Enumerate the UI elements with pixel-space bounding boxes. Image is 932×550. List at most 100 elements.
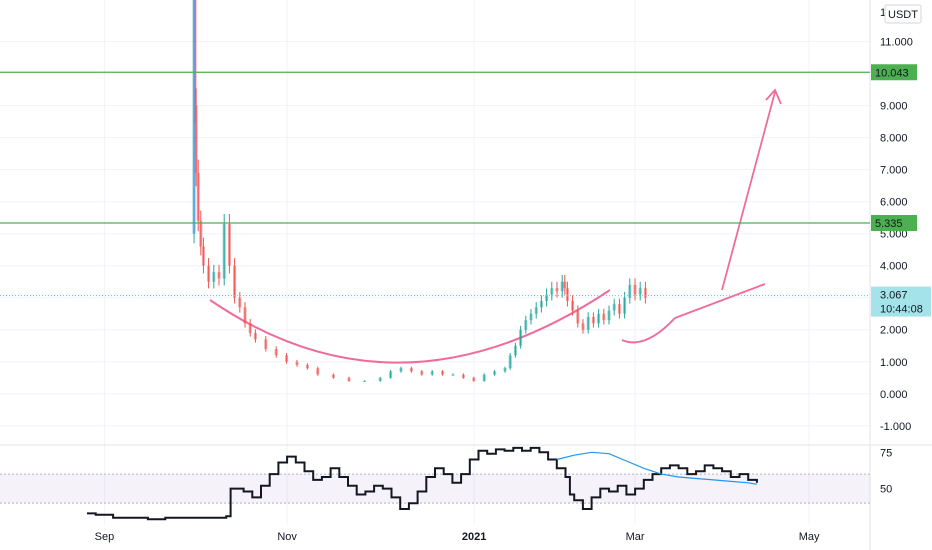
price-tick-label: 6.000 [880, 197, 908, 209]
candle-body [331, 374, 335, 378]
oscillator-signal-line [556, 451, 758, 485]
candlestick-series [192, 0, 647, 382]
candle-body [597, 313, 601, 324]
candle-body [295, 361, 299, 365]
level-tag-label: 10.043 [875, 67, 909, 79]
price-tick-label: 2.000 [880, 325, 908, 337]
trend-line [674, 283, 766, 319]
candle-body [482, 374, 486, 381]
candle-body [238, 297, 242, 308]
candle-body [420, 371, 424, 375]
candle-body [316, 368, 320, 375]
handle-curve [621, 317, 676, 344]
time-tick-label: Mar [626, 531, 645, 543]
time-tick-label: May [799, 531, 820, 543]
candle-body [529, 313, 533, 321]
candle-body [581, 323, 585, 330]
candle-body [233, 265, 237, 298]
countdown-label: 10:44:08 [880, 304, 923, 316]
candle-body [409, 368, 413, 372]
candle-body [576, 310, 580, 324]
candle-body [607, 310, 611, 321]
candle-body [586, 316, 590, 330]
time-tick-label: Nov [277, 531, 297, 543]
candle-body [363, 380, 367, 382]
oscillator-band [0, 473, 870, 504]
last-price-tag [871, 286, 931, 317]
horizontal-levels[interactable] [0, 71, 870, 297]
last-price-label: 3.067 [880, 290, 908, 302]
candle-body [565, 288, 569, 301]
price-tick-label: 4.000 [880, 261, 908, 273]
candle-body [513, 345, 517, 356]
candle-body [430, 371, 434, 375]
candle-body [264, 339, 268, 349]
candle-body [389, 371, 393, 378]
candle-body [612, 304, 616, 311]
candle-body [563, 281, 567, 289]
candle-body [441, 371, 445, 375]
price-tick-label-partial: 1 [880, 7, 886, 19]
currency-label: USDT [888, 9, 918, 21]
currency-button[interactable]: USDT [884, 4, 922, 24]
candle-body [196, 172, 200, 221]
candle-body [451, 374, 455, 376]
candle-body [378, 377, 382, 381]
candle-body [591, 316, 595, 324]
candle-body [193, 0, 197, 106]
level-tag-label: 5.335 [875, 218, 903, 230]
candle-body [493, 371, 497, 375]
candle-body [248, 323, 252, 333]
pattern-drawings [209, 88, 782, 364]
candle-body [201, 246, 205, 266]
candle-body [472, 377, 476, 381]
candle-body [524, 320, 528, 330]
time-tick-label: 2021 [462, 531, 486, 543]
candle-body [508, 355, 512, 369]
level-tag [871, 64, 917, 81]
oscillator-tick-label: 75 [880, 447, 892, 459]
price-tick-label: 9.000 [880, 101, 908, 113]
candle-body [534, 307, 538, 314]
candle-body [638, 288, 642, 295]
candle-body [253, 332, 257, 340]
candle-body [503, 368, 507, 372]
candle-body [222, 224, 226, 279]
level-tag [871, 214, 917, 231]
candle-body [305, 364, 309, 369]
candle-body [347, 377, 351, 381]
price-tick-label: 0.000 [880, 389, 908, 401]
candle-body [199, 220, 203, 247]
candle-body [550, 288, 554, 295]
price-axis: 11.0009.0008.0007.0006.0005.0004.0003.00… [880, 7, 913, 496]
cup-curve [209, 289, 611, 364]
time-axis: Sep Nov 2021 Mar May [95, 531, 820, 543]
price-tick-label: 8.000 [880, 133, 908, 145]
time-tick-label: Sep [95, 531, 115, 543]
currency-button-frame[interactable] [884, 4, 922, 24]
candle-body [571, 300, 575, 311]
candle-body [227, 224, 231, 266]
oscillator-band-fill [0, 474, 870, 504]
candle-body [274, 348, 278, 356]
price-tick-label: 5.000 [880, 229, 908, 241]
candle-body [555, 288, 559, 292]
candle-body [519, 329, 523, 346]
arrow-head [765, 88, 782, 105]
candle-body [217, 272, 221, 279]
candle-body [212, 272, 216, 282]
candle-body [545, 294, 549, 301]
target-arrow [721, 91, 776, 291]
candle-body [560, 281, 564, 292]
candle-body [539, 300, 543, 308]
candle-body [194, 105, 198, 173]
price-tick-label: 1.000 [880, 357, 908, 369]
candle-body [399, 368, 403, 372]
candle-body [461, 374, 465, 378]
candle-body [628, 284, 632, 298]
candle-body [633, 284, 637, 295]
candle-body [243, 307, 247, 324]
candle-body [623, 297, 627, 314]
oscillator-tick-label: 50 [880, 484, 892, 496]
